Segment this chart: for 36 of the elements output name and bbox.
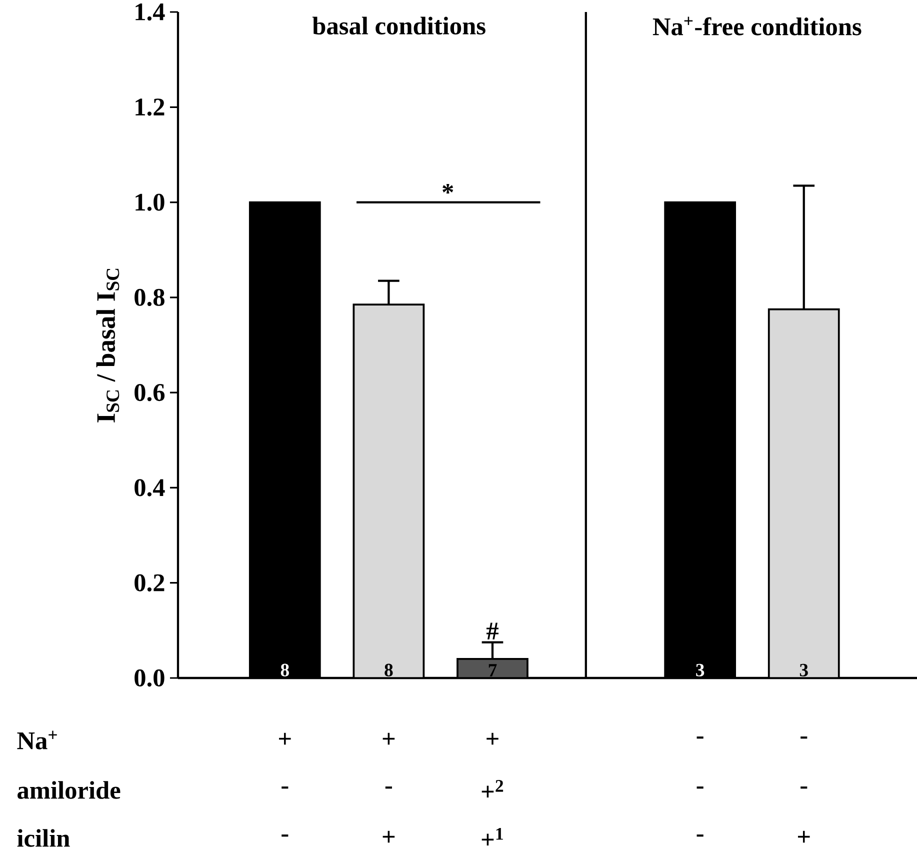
annotation: 8 bbox=[280, 664, 289, 676]
text: - bbox=[800, 736, 808, 739]
text: - bbox=[282, 786, 288, 789]
text: Na$^{+}$ bbox=[17, 730, 57, 750]
text: + bbox=[279, 732, 291, 745]
annotation: 3 bbox=[800, 664, 808, 676]
text: - bbox=[282, 834, 288, 837]
annotation: 8 bbox=[384, 664, 393, 676]
text: + bbox=[382, 732, 395, 745]
annotation: Na$^{+}$-free conditions bbox=[652, 16, 862, 36]
text: - bbox=[696, 786, 704, 789]
annotation: basal conditions bbox=[312, 16, 486, 35]
y-tick-label: 1.4 bbox=[136, 3, 165, 21]
text: amiloride bbox=[18, 781, 120, 799]
text: - bbox=[800, 786, 808, 789]
text: - bbox=[696, 736, 704, 739]
y-tick-label: 0.6 bbox=[134, 384, 165, 402]
text: - bbox=[385, 786, 392, 789]
y-tick-label: 0.8 bbox=[134, 288, 164, 306]
text: +$^{2}$ bbox=[482, 780, 504, 798]
y-tick-label: 0.2 bbox=[134, 574, 164, 592]
annotation: 7 bbox=[488, 664, 497, 676]
annotation: # bbox=[486, 622, 498, 640]
y-tick-label: 0.0 bbox=[134, 669, 164, 687]
y-tick-label: 0.4 bbox=[134, 479, 165, 496]
text: + bbox=[798, 830, 810, 843]
y-tick-label: 1.0 bbox=[136, 194, 164, 211]
annotation: * bbox=[442, 184, 454, 194]
annotation: 3 bbox=[696, 664, 704, 676]
text: + bbox=[382, 830, 395, 843]
text: + bbox=[486, 732, 498, 745]
text: +$^{1}$ bbox=[482, 828, 503, 846]
y-tick-label: 1.2 bbox=[136, 98, 164, 116]
y-axis-title: I$_{SC}$ / basal I$_{SC}$ bbox=[96, 268, 120, 422]
text: - bbox=[696, 834, 704, 837]
text: icilin bbox=[17, 829, 70, 847]
